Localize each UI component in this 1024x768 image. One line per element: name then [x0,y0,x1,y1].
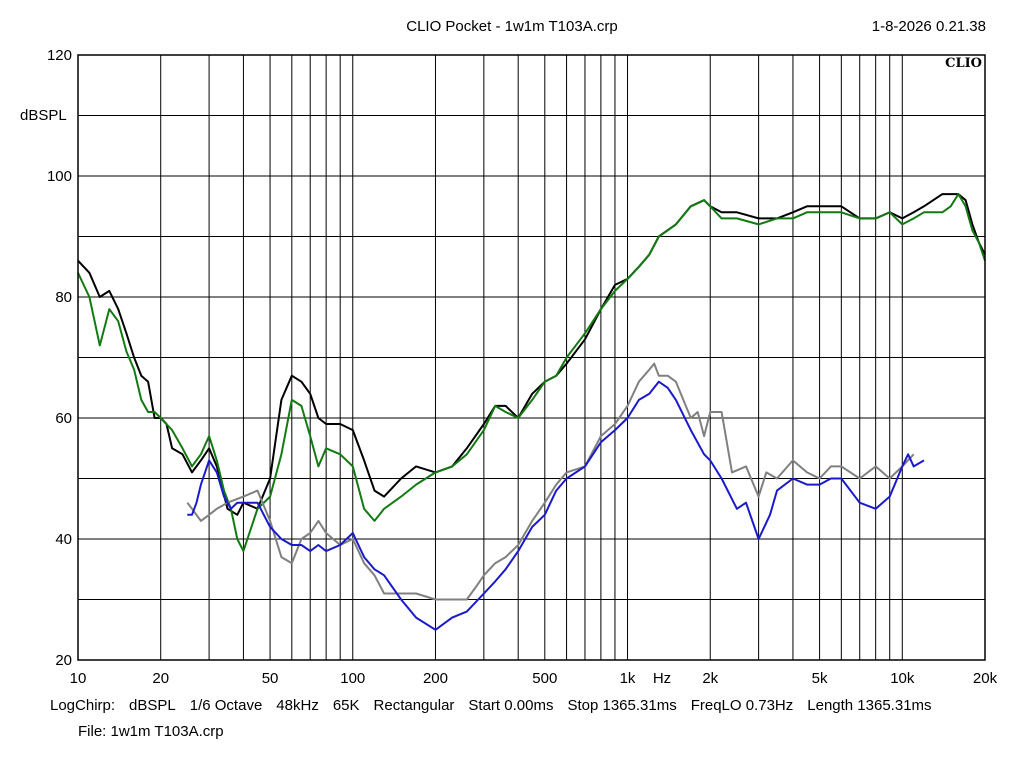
measurement-settings: LogChirp: dBSPL 1/6 Octave 48kHz 65K Rectangu… [50,697,946,714]
settings-item: Length 1365.31ms [807,697,932,714]
x-tick-label: 20 [152,670,169,687]
x-tick-label: 10 [70,670,87,687]
settings-item: FreqLO 0.73Hz [690,697,794,714]
y-tick-label: 40 [55,531,72,548]
x-tick-label: 500 [532,670,557,687]
x-tick-label: 100 [340,670,365,687]
settings-item: dBSPL [129,697,176,714]
x-tick-label: 200 [423,670,448,687]
timestamp: 1-8-2026 0.21.38 [871,18,986,35]
settings-item: LogChirp: [50,697,116,714]
file-name: File: 1w1m T103A.crp [78,723,224,740]
x-tick-label: 1k [620,670,636,687]
series-line-2 [77,193,986,553]
series-line-4 [187,380,925,631]
y-axis-label: dBSPL [20,107,67,124]
clio-logo: CLIO [945,56,982,71]
y-tick-label: 100 [47,168,72,185]
settings-item: Start 0.00ms [468,697,554,714]
series-line-3 [186,362,915,601]
curves [77,193,986,631]
x-tick-label: 20k [973,670,998,687]
x-tick-label: 5k [812,670,828,687]
x-axis-label: Hz [653,670,671,687]
plot-frame [77,54,986,661]
y-tick-label: 20 [55,652,72,669]
settings-item: 65K [332,697,360,714]
x-tick-label: 50 [262,670,279,687]
chart-title: CLIO Pocket - 1w1m T103A.crp [406,18,618,35]
y-tick-label: 120 [47,47,72,64]
settings-item: Rectangular [373,697,455,714]
settings-item: Stop 1365.31ms [567,697,677,714]
tick-labels: 10 20 50 100 200 500 1k 2k 5k 10k 20k2040608010012… [47,47,998,687]
x-tick-label: 2k [702,670,718,687]
settings-item: 1/6 Octave [189,697,263,714]
grid-lines [78,55,985,660]
series-line-1 [77,193,986,516]
settings-item: 48kHz [276,697,319,714]
x-tick-label: 10k [890,670,915,687]
y-tick-label: 60 [55,410,72,427]
y-tick-label: 80 [55,289,72,306]
